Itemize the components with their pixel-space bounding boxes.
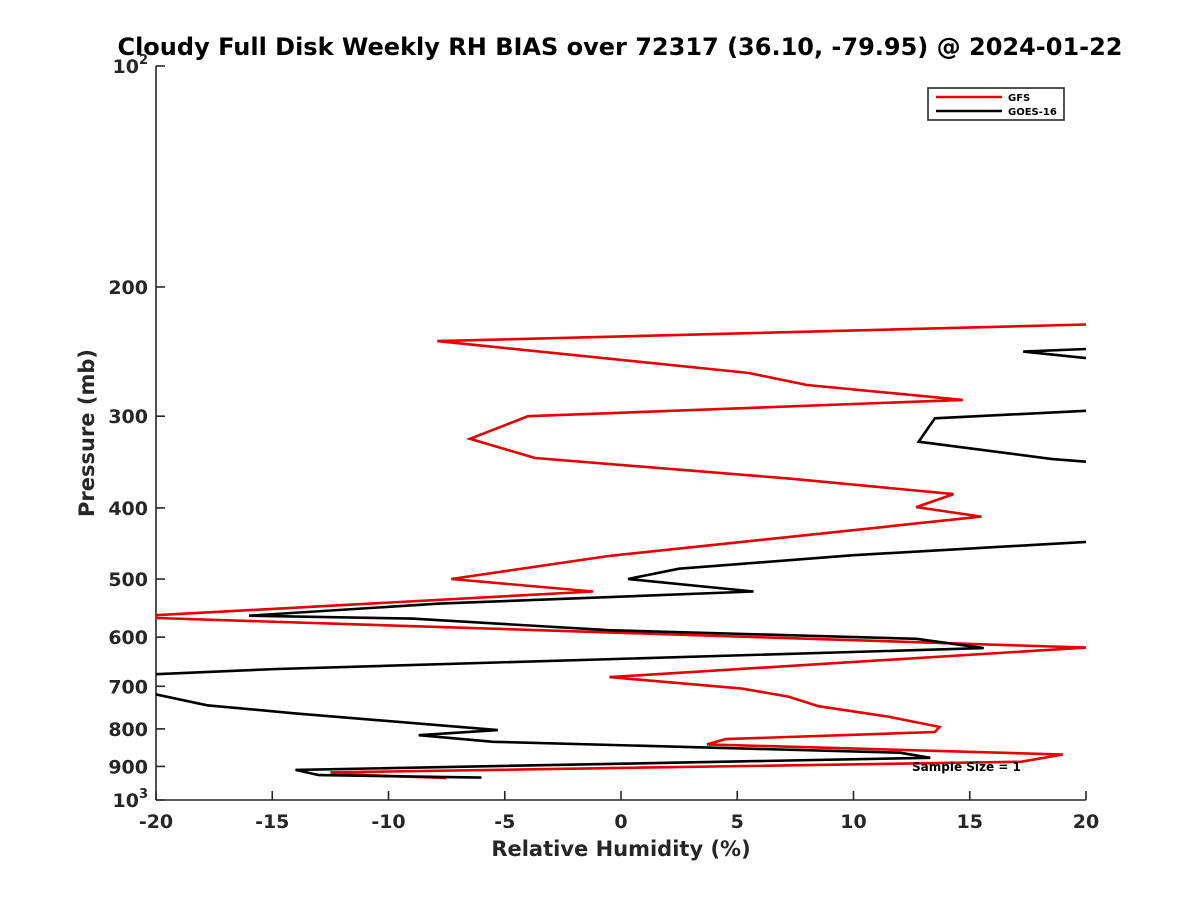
x-tick-label: -10 (371, 811, 405, 833)
y-axis-label: Pressure (mb) (75, 349, 99, 517)
legend: GFS GOES-16 (927, 87, 1065, 121)
y-tick-label: 800 (108, 719, 148, 741)
x-tick-label: 10 (840, 811, 866, 833)
legend-label-gfs: GFS (1008, 93, 1030, 104)
x-tick-label: 15 (957, 811, 983, 833)
x-axis-label: Relative Humidity (%) (491, 837, 750, 861)
y-tick-label: 500 (108, 569, 148, 591)
x-tick-label: 0 (614, 811, 627, 833)
y-tick-label: 600 (108, 627, 148, 649)
y-tick-label: 400 (108, 498, 148, 520)
legend-label-goes16: GOES-16 (1008, 107, 1057, 118)
chart-title: Cloudy Full Disk Weekly RH BIAS over 723… (117, 33, 1122, 61)
x-tick-label: -20 (139, 811, 173, 833)
x-axis-ticks: -20 -15 -10 -5 0 5 10 15 20 (139, 791, 1099, 833)
y-tick-label: 700 (108, 676, 148, 698)
x-tick-label: -15 (255, 811, 289, 833)
y-tick-label: 200 (108, 277, 148, 299)
sample-size-annotation: Sample Size = 1 (912, 760, 1021, 774)
plot-area (155, 66, 1086, 801)
y-tick-label: 300 (108, 406, 148, 428)
series-layer (156, 323, 1086, 780)
x-tick-label: -5 (494, 811, 515, 833)
series-line-gfs (156, 323, 1086, 780)
y-tick-label: 103 (113, 787, 149, 812)
series-line-goes16 (156, 347, 1086, 779)
y-axis-ticks: 102 200 300 400 500 600 700 800 900 103 (108, 53, 165, 812)
x-tick-label: 5 (731, 811, 744, 833)
y-tick-label: 900 (108, 756, 148, 778)
y-tick-label: 102 (113, 53, 149, 78)
x-tick-label: 20 (1073, 811, 1099, 833)
legend-box (927, 87, 1065, 121)
